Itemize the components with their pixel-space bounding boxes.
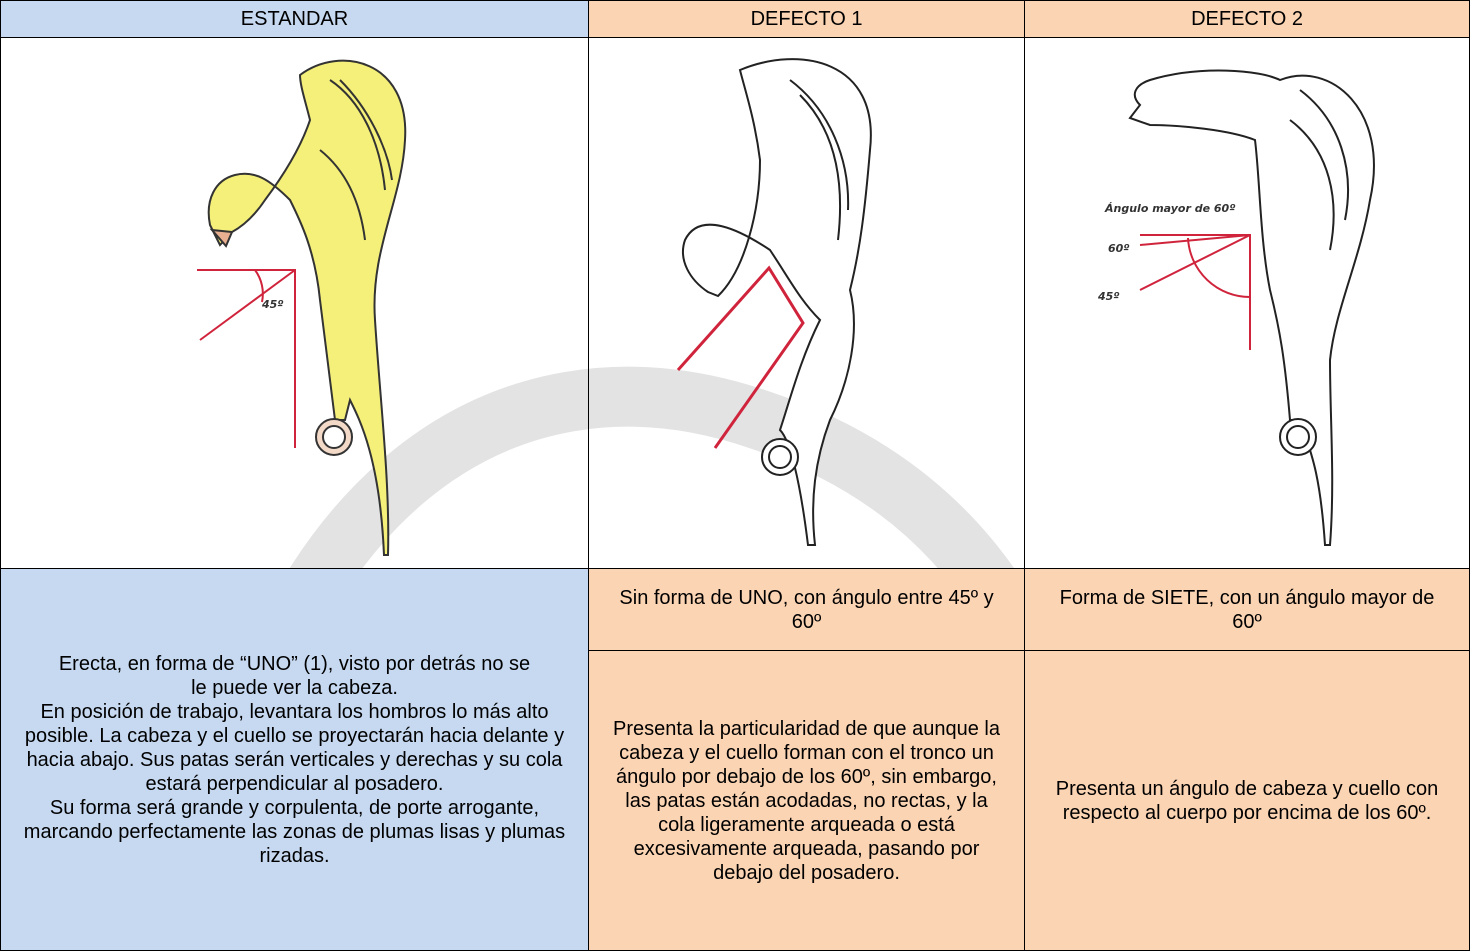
- angle-standard: [197, 269, 296, 448]
- description-cell: Presenta un ángulo de cabeza y cuello co…: [1024, 650, 1470, 951]
- bird-standard: [207, 59, 407, 556]
- angle-label: Ángulo mayor de 60º: [1104, 202, 1235, 215]
- header-cell: ESTANDAR: [0, 0, 589, 38]
- angle-label: 45º: [261, 298, 284, 311]
- illustrations: 45º Ángulo mayor de 60º 60º 45º: [197, 58, 1375, 556]
- description-cell: Presenta la particularidad de que aunque…: [588, 650, 1025, 951]
- summary-cell: Sin forma de UNO, con ángulo entre 45º y…: [588, 568, 1025, 651]
- angle-label: 60º: [1108, 242, 1130, 255]
- angle-defect-1: [676, 265, 805, 449]
- bird-defect-1: [682, 58, 872, 546]
- bird-defect-2: [1128, 69, 1375, 546]
- angle-defect-2: [1139, 234, 1251, 350]
- description-text: En posición de trabajo, levantara los ho…: [24, 700, 565, 795]
- description-text: Erecta, en forma de “UNO” (1), visto por…: [58, 652, 531, 699]
- summary-cell: Forma de SIETE, con un ángulo mayor de 6…: [1024, 568, 1470, 651]
- angle-label: 45º: [1097, 290, 1120, 303]
- description-text: Su forma será grande y corpulenta, de po…: [23, 796, 566, 867]
- header-cell: DEFECTO 1: [588, 0, 1025, 38]
- description-cell: Erecta, en forma de “UNO” (1), visto por…: [0, 568, 589, 951]
- header-cell: DEFECTO 2: [1024, 0, 1470, 38]
